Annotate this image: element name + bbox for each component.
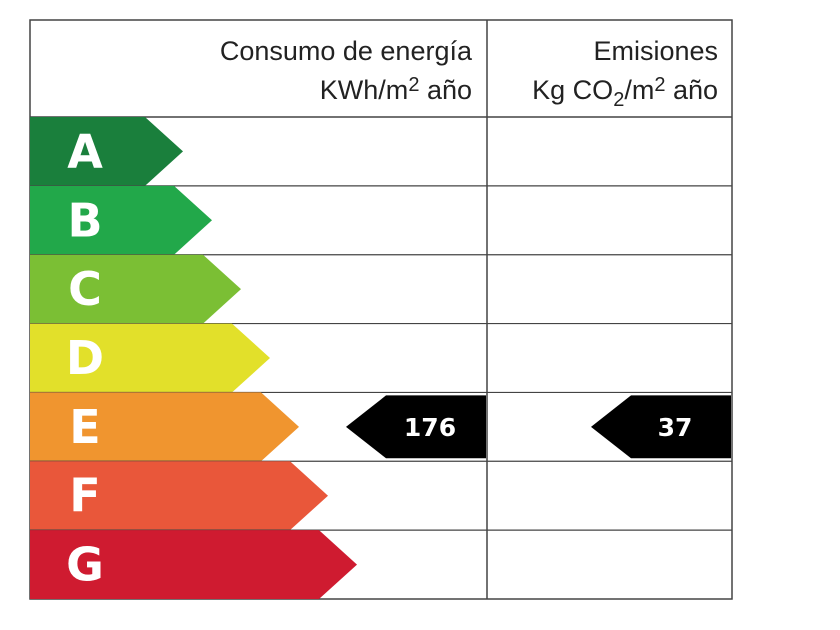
- rating-letter-d: D: [66, 331, 104, 385]
- rating-arrow-e: [30, 392, 299, 462]
- rating-arrow-c: [30, 254, 241, 324]
- rating-letter-e: E: [69, 400, 100, 454]
- rating-arrow-d: [30, 323, 270, 393]
- emisiones-value: 37: [658, 413, 693, 442]
- consumo-unit: KWh/m2 año: [320, 74, 472, 105]
- rating-markers: 176 37: [346, 395, 731, 459]
- consumo-title: Consumo de energía: [220, 36, 473, 66]
- rating-letter-g: G: [66, 538, 104, 592]
- emisiones-marker: [591, 395, 731, 459]
- rating-arrow-f: [30, 461, 328, 531]
- rating-letter-b: B: [67, 193, 102, 247]
- rating-arrow-g: [30, 530, 357, 599]
- rating-arrow-a: [30, 117, 183, 186]
- rating-letter-c: C: [68, 262, 102, 316]
- rating-arrow-b: [30, 185, 212, 255]
- emisiones-title: Emisiones: [593, 36, 718, 66]
- rating-letter-a: A: [67, 124, 103, 178]
- rating-letter-f: F: [69, 469, 100, 523]
- emisiones-unit: Kg CO2/m2 año: [532, 74, 718, 111]
- consumo-value: 176: [404, 413, 456, 442]
- consumo-marker: [346, 395, 486, 459]
